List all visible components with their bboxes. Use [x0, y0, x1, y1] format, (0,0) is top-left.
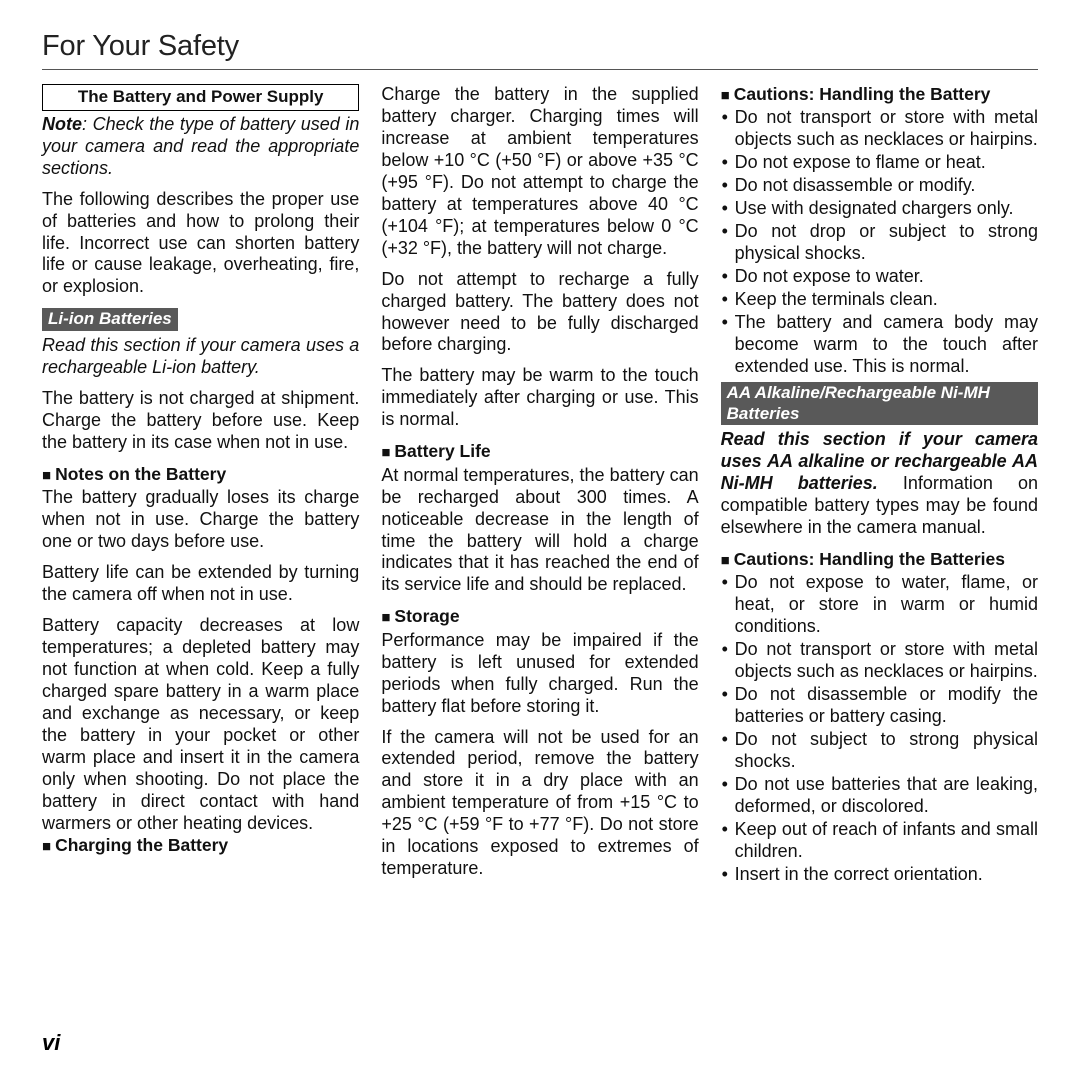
intro-para: The following describes the proper use o… — [42, 189, 359, 299]
storage-p2: If the camera will not be used for an ex… — [381, 727, 698, 881]
cautions-head-text: Cautions: Handling the Battery — [734, 84, 991, 104]
caution2-item: Do not disassemble or modify the batteri… — [721, 684, 1038, 728]
caution2-item: Do not transport or store with metal obj… — [721, 639, 1038, 683]
aa-intro: Read this section if your camera uses AA… — [721, 429, 1038, 539]
caution-item: Do not drop or subject to strong physica… — [721, 221, 1038, 265]
storage-head-text: Storage — [394, 606, 459, 626]
notes-head-text: Notes on the Battery — [55, 464, 226, 484]
note-label: Note — [42, 114, 82, 134]
battery-supply-box: The Battery and Power Supply — [42, 84, 359, 111]
caution2-item: Insert in the correct orientation. — [721, 864, 1038, 886]
storage-p1: Performance may be impaired if the batte… — [381, 630, 698, 718]
caution2-item: Do not use batteries that are leaking, d… — [721, 774, 1038, 818]
page-title: For Your Safety — [42, 30, 1038, 63]
liion-header: Li-ion Batteries — [42, 308, 178, 331]
liion-intro: Read this section if your camera uses a … — [42, 335, 359, 379]
three-column-body: The Battery and Power Supply Note: Check… — [42, 84, 1038, 886]
page-number: vi — [42, 1030, 60, 1056]
charging-p2: Do not attempt to recharge a fully charg… — [381, 269, 698, 357]
caution-item: Do not transport or store with metal obj… — [721, 107, 1038, 151]
cautions2-head-text: Cautions: Handling the Batteries — [734, 549, 1005, 569]
charging-p3: The battery may be warm to the touch imm… — [381, 365, 698, 431]
caution-item: Do not expose to flame or heat. — [721, 152, 1038, 174]
storage-head: ■Storage — [381, 606, 698, 627]
caution-item: Do not disassemble or modify. — [721, 175, 1038, 197]
notes-p2: Battery life can be extended by turning … — [42, 562, 359, 606]
caution-item: Keep the terminals clean. — [721, 289, 1038, 311]
cautions2-list: Do not expose to water, flame, or heat, … — [721, 572, 1038, 885]
liion-p1: The battery is not charged at shipment. … — [42, 388, 359, 454]
life-head-text: Battery Life — [394, 441, 490, 461]
caution2-item: Keep out of reach of infants and small c… — [721, 819, 1038, 863]
charging-p1: Charge the battery in the supplied batte… — [381, 84, 698, 260]
charging-head-text: Charging the Battery — [55, 835, 228, 855]
caution-item: Use with designated chargers only. — [721, 198, 1038, 220]
notes-p3: Battery capacity decreases at low temper… — [42, 615, 359, 835]
life-p1: At normal temperatures, the battery can … — [381, 465, 698, 597]
note-body: : Check the type of battery used in your… — [42, 114, 359, 178]
cautions-head: ■Cautions: Handling the Battery — [721, 84, 1038, 105]
note-line: Note: Check the type of battery used in … — [42, 114, 359, 180]
notes-head: ■Notes on the Battery — [42, 464, 359, 485]
caution-item: The battery and camera body may become w… — [721, 312, 1038, 378]
caution2-item: Do not expose to water, flame, or heat, … — [721, 572, 1038, 638]
title-rule — [42, 69, 1038, 70]
caution2-item: Do not subject to strong physical shocks… — [721, 729, 1038, 773]
aa-header: AA Alkaline/Rechargeable Ni-MH Batteries — [721, 382, 1038, 425]
charging-head: ■Charging the Battery — [42, 835, 359, 856]
notes-p1: The battery gradually loses its charge w… — [42, 487, 359, 553]
cautions2-head: ■Cautions: Handling the Batteries — [721, 549, 1038, 570]
cautions-list: Do not transport or store with metal obj… — [721, 107, 1038, 377]
caution-item: Do not expose to water. — [721, 266, 1038, 288]
life-head: ■Battery Life — [381, 441, 698, 462]
